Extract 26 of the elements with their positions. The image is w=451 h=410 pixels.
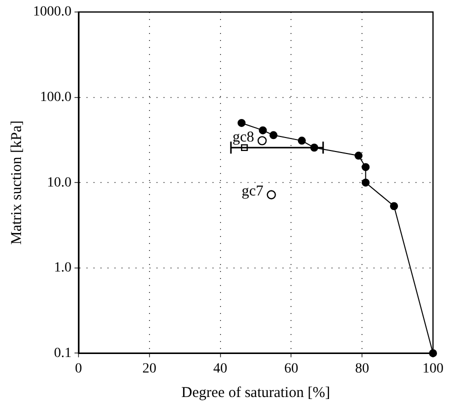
point (258, 136, 267, 146)
point (429, 349, 437, 358)
point (258, 126, 267, 134)
y-axis-title: Matrix suction [kPa] (8, 120, 25, 245)
point (390, 202, 398, 210)
x-tick-label: 80 (355, 361, 370, 376)
x-tick-label: 20 (142, 361, 156, 376)
annotation: gc7 (242, 184, 264, 200)
y-tick-label: 0.1 (54, 346, 72, 361)
y-tick-label: 1000.0 (33, 4, 72, 20)
x-tick-label: 100 (422, 361, 444, 376)
x-tick-label: 0 (75, 361, 82, 376)
point (362, 178, 370, 187)
y-tick-label: 100.0 (40, 90, 72, 105)
x-tick-label: 60 (284, 361, 298, 376)
x-tick-label: 40 (213, 361, 228, 376)
point (269, 131, 278, 140)
point (238, 118, 246, 127)
point (362, 163, 370, 172)
annotation: gc8 (232, 130, 254, 146)
point (298, 136, 306, 145)
point (266, 190, 276, 200)
x-axis-title: Degree of saturation [%] (181, 384, 330, 401)
y-tick-label: 10.0 (47, 175, 72, 190)
point (354, 152, 363, 160)
y-tick-label: 1.0 (54, 260, 72, 276)
